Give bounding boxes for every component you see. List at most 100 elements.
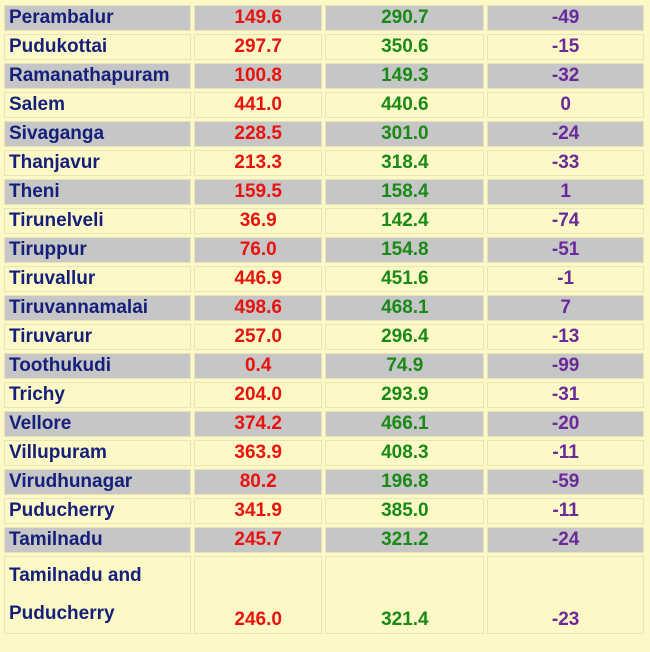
- district-cell: Tiruppur: [4, 237, 191, 263]
- normal-value-cell: 321.2: [325, 527, 485, 553]
- table-row: Tiruvarur 257.0 296.4 -13: [4, 324, 644, 350]
- table-row: Salem 441.0 440.6 0: [4, 92, 644, 118]
- departure-value-cell: -74: [487, 208, 644, 234]
- departure-value-cell: -1: [487, 266, 644, 292]
- district-cell: Sivaganga: [4, 121, 191, 147]
- actual-value-cell: 374.2: [193, 411, 323, 437]
- normal-value-cell: 158.4: [325, 179, 485, 205]
- district-cell: Trichy: [4, 382, 191, 408]
- table-row: Tiruppur 76.0 154.8 -51: [4, 237, 644, 263]
- normal-value-cell: 293.9: [325, 382, 485, 408]
- normal-value-cell: 321.4: [325, 556, 485, 634]
- district-cell: Villupuram: [4, 440, 191, 466]
- normal-value-cell: 301.0: [325, 121, 485, 147]
- departure-value-cell: 1: [487, 179, 644, 205]
- district-cell: Vellore: [4, 411, 191, 437]
- rainfall-table: Perambalur 149.6 290.7 -49 Pudukottai 29…: [1, 2, 647, 637]
- normal-value-cell: 468.1: [325, 295, 485, 321]
- district-cell: Tirunelveli: [4, 208, 191, 234]
- actual-value-cell: 100.8: [193, 63, 323, 89]
- actual-value-cell: 80.2: [193, 469, 323, 495]
- normal-value-cell: 318.4: [325, 150, 485, 176]
- table-row: Perambalur 149.6 290.7 -49: [4, 5, 644, 31]
- district-cell: Tiruvannamalai: [4, 295, 191, 321]
- actual-value-cell: 149.6: [193, 5, 323, 31]
- actual-value-cell: 446.9: [193, 266, 323, 292]
- table-row-total: Tamilnadu and Puducherry 246.0 321.4 -23: [4, 556, 644, 634]
- table-row: Ramanathapuram 100.8 149.3 -32: [4, 63, 644, 89]
- table-row: Sivaganga 228.5 301.0 -24: [4, 121, 644, 147]
- normal-value-cell: 196.8: [325, 469, 485, 495]
- district-cell: Salem: [4, 92, 191, 118]
- actual-value-cell: 0.4: [193, 353, 323, 379]
- departure-value-cell: -51: [487, 237, 644, 263]
- normal-value-cell: 408.3: [325, 440, 485, 466]
- table-row: Virudhunagar 80.2 196.8 -59: [4, 469, 644, 495]
- district-cell: Theni: [4, 179, 191, 205]
- district-cell: Toothukudi: [4, 353, 191, 379]
- departure-value-cell: -32: [487, 63, 644, 89]
- departure-value-cell: -31: [487, 382, 644, 408]
- departure-value-cell: -23: [487, 556, 644, 634]
- district-cell: Pudukottai: [4, 34, 191, 60]
- actual-value-cell: 297.7: [193, 34, 323, 60]
- actual-value-cell: 246.0: [193, 556, 323, 634]
- departure-value-cell: -11: [487, 498, 644, 524]
- normal-value-cell: 451.6: [325, 266, 485, 292]
- departure-value-cell: -33: [487, 150, 644, 176]
- actual-value-cell: 363.9: [193, 440, 323, 466]
- actual-value-cell: 213.3: [193, 150, 323, 176]
- departure-value-cell: -99: [487, 353, 644, 379]
- actual-value-cell: 204.0: [193, 382, 323, 408]
- district-cell: Tamilnadu and Puducherry: [4, 556, 191, 634]
- district-cell: Tiruvallur: [4, 266, 191, 292]
- normal-value-cell: 290.7: [325, 5, 485, 31]
- table-row: Trichy 204.0 293.9 -31: [4, 382, 644, 408]
- normal-value-cell: 440.6: [325, 92, 485, 118]
- departure-value-cell: -24: [487, 527, 644, 553]
- normal-value-cell: 149.3: [325, 63, 485, 89]
- departure-value-cell: -20: [487, 411, 644, 437]
- table-row: Thanjavur 213.3 318.4 -33: [4, 150, 644, 176]
- actual-value-cell: 341.9: [193, 498, 323, 524]
- departure-value-cell: 0: [487, 92, 644, 118]
- table-row: Villupuram 363.9 408.3 -11: [4, 440, 644, 466]
- normal-value-cell: 385.0: [325, 498, 485, 524]
- actual-value-cell: 36.9: [193, 208, 323, 234]
- actual-value-cell: 257.0: [193, 324, 323, 350]
- actual-value-cell: 228.5: [193, 121, 323, 147]
- departure-value-cell: -15: [487, 34, 644, 60]
- district-cell: Ramanathapuram: [4, 63, 191, 89]
- actual-value-cell: 76.0: [193, 237, 323, 263]
- table-row: Tamilnadu 245.7 321.2 -24: [4, 527, 644, 553]
- normal-value-cell: 350.6: [325, 34, 485, 60]
- departure-value-cell: -59: [487, 469, 644, 495]
- actual-value-cell: 245.7: [193, 527, 323, 553]
- departure-value-cell: -13: [487, 324, 644, 350]
- actual-value-cell: 159.5: [193, 179, 323, 205]
- departure-value-cell: -24: [487, 121, 644, 147]
- normal-value-cell: 296.4: [325, 324, 485, 350]
- actual-value-cell: 498.6: [193, 295, 323, 321]
- table-row: Toothukudi 0.4 74.9 -99: [4, 353, 644, 379]
- normal-value-cell: 154.8: [325, 237, 485, 263]
- district-cell: Thanjavur: [4, 150, 191, 176]
- table-row: Vellore 374.2 466.1 -20: [4, 411, 644, 437]
- departure-value-cell: -11: [487, 440, 644, 466]
- departure-value-cell: 7: [487, 295, 644, 321]
- district-cell: Puducherry: [4, 498, 191, 524]
- table-row: Tiruvannamalai 498.6 468.1 7: [4, 295, 644, 321]
- district-cell: Virudhunagar: [4, 469, 191, 495]
- table-row: Pudukottai 297.7 350.6 -15: [4, 34, 644, 60]
- district-cell: Perambalur: [4, 5, 191, 31]
- departure-value-cell: -49: [487, 5, 644, 31]
- table-row: Puducherry 341.9 385.0 -11: [4, 498, 644, 524]
- normal-value-cell: 142.4: [325, 208, 485, 234]
- district-cell: Tiruvarur: [4, 324, 191, 350]
- normal-value-cell: 466.1: [325, 411, 485, 437]
- normal-value-cell: 74.9: [325, 353, 485, 379]
- actual-value-cell: 441.0: [193, 92, 323, 118]
- table-row: Theni 159.5 158.4 1: [4, 179, 644, 205]
- table-row: Tirunelveli 36.9 142.4 -74: [4, 208, 644, 234]
- table-row: Tiruvallur 446.9 451.6 -1: [4, 266, 644, 292]
